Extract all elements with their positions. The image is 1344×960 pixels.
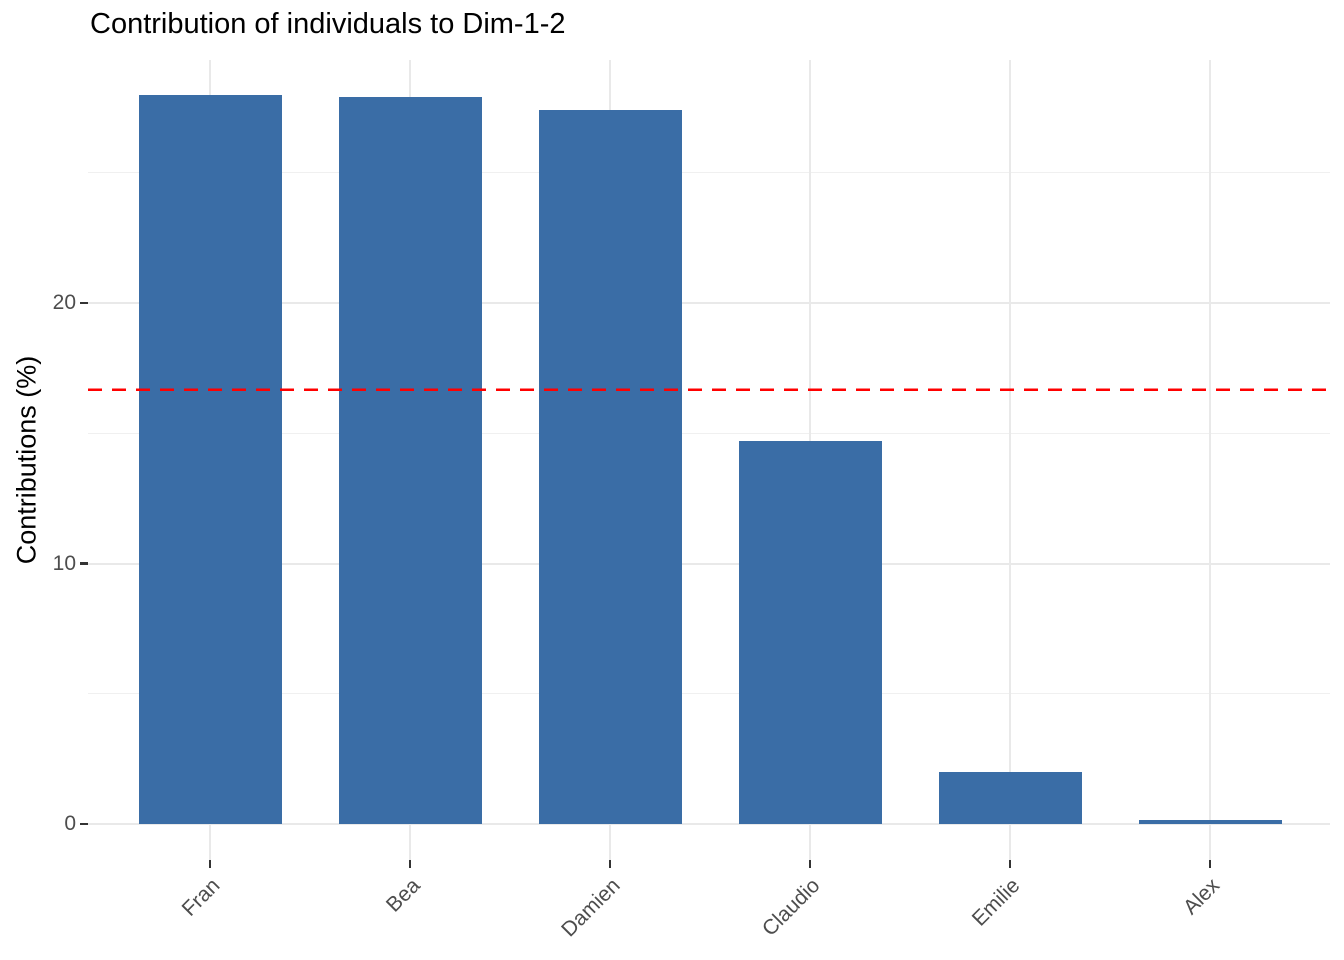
gridline-major-y	[88, 823, 1330, 825]
x-tick-label-emilie: Emilie	[967, 874, 1025, 931]
bar-alex	[1138, 820, 1282, 824]
y-tick-mark	[80, 822, 88, 826]
y-tick-mark	[80, 562, 88, 565]
gridline-minor-y	[88, 172, 1330, 174]
x-tick-mark	[808, 860, 812, 868]
y-tick-label: 10	[52, 551, 76, 575]
x-tick-mark	[608, 860, 612, 868]
y-tick-mark	[80, 301, 88, 305]
x-tick-mark	[1208, 860, 1212, 868]
gridline-minor-y	[88, 693, 1330, 695]
x-tick-mark	[208, 860, 212, 868]
y-tick-label: 0	[64, 812, 76, 835]
bar-emilie	[938, 771, 1082, 824]
x-tick-label-damien: Damien	[556, 874, 625, 942]
gridline-major-y	[88, 302, 1330, 304]
bar-claudio	[738, 441, 882, 824]
chart-title: Contribution of individuals to Dim-1-2	[90, 8, 566, 40]
gridline-vert-x	[1209, 60, 1211, 860]
y-axis-title: Contributions (%)	[11, 355, 42, 565]
bar-damien	[538, 110, 682, 824]
x-tick-label-alex: Alex	[1179, 874, 1225, 920]
x-tick-label-bea: Bea	[381, 874, 425, 917]
y-tick-label: 20	[52, 291, 76, 314]
x-tick-label-claudio: Claudio	[757, 874, 825, 941]
x-tick-mark	[1008, 860, 1012, 868]
bar-bea	[338, 97, 482, 824]
bar-fran	[138, 94, 282, 824]
gridline-major-y	[88, 562, 1330, 565]
gridline-minor-y	[88, 432, 1330, 434]
x-tick-mark	[408, 860, 412, 868]
x-tick-label-fran: Fran	[177, 874, 225, 921]
gridline-vert-x	[1009, 60, 1011, 860]
